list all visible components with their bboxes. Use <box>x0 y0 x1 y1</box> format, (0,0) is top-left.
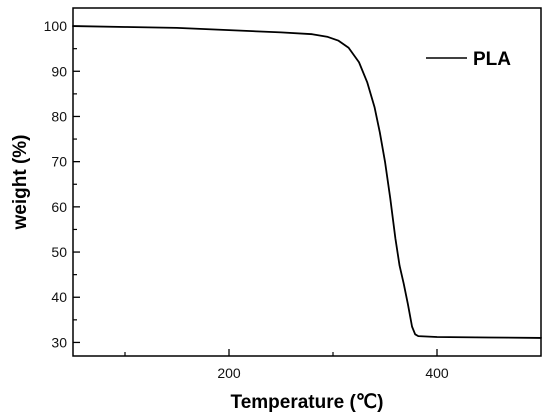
legend: PLA <box>426 49 511 70</box>
y-tick-label-30: 30 <box>51 334 67 350</box>
axis-ticks <box>73 25 438 356</box>
y-tick-label-50: 50 <box>51 244 67 260</box>
y-axis-title: weight (%) <box>10 135 31 231</box>
axis-tick-labels: 200 400 30 40 50 60 70 80 90 100 <box>44 18 449 381</box>
y-tick-label-60: 60 <box>51 199 67 215</box>
y-tick-label-100: 100 <box>44 18 68 34</box>
y-tick-label-70: 70 <box>51 154 67 170</box>
y-tick-label-40: 40 <box>51 289 67 305</box>
y-tick-label-80: 80 <box>51 108 67 124</box>
x-tick-label-400: 400 <box>425 365 449 381</box>
plot-frame <box>72 7 542 357</box>
legend-label-pla: PLA <box>473 49 511 70</box>
x-tick-label-200: 200 <box>217 365 241 381</box>
x-axis-title: Temperature (℃) <box>231 392 384 413</box>
y-tick-label-90: 90 <box>51 63 67 79</box>
series-line-pla <box>72 25 542 339</box>
series-layer <box>72 25 542 339</box>
